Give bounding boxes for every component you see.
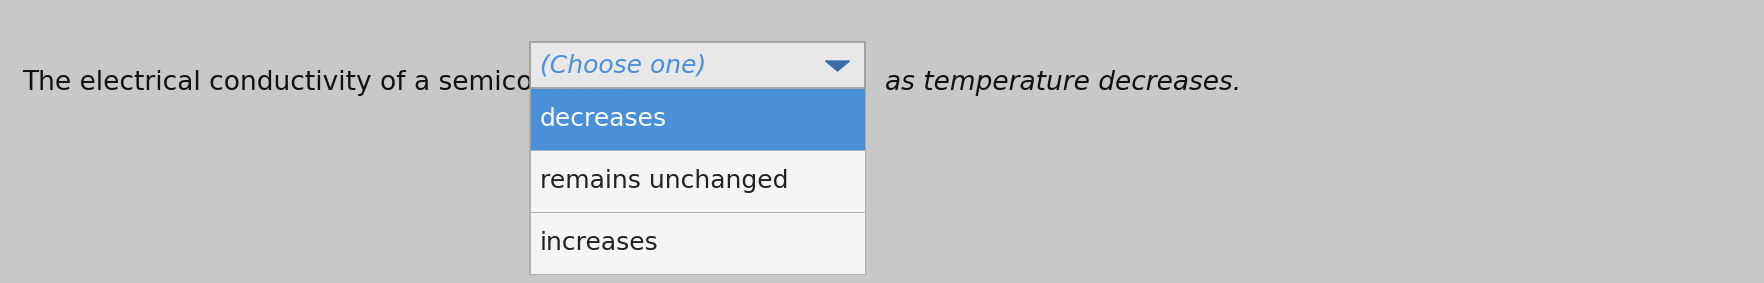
FancyBboxPatch shape	[529, 150, 864, 212]
Text: (Choose one): (Choose one)	[540, 53, 706, 77]
Text: as temperature decreases.: as temperature decreases.	[884, 70, 1240, 96]
Text: remains unchanged: remains unchanged	[540, 169, 789, 193]
FancyBboxPatch shape	[529, 42, 864, 88]
Polygon shape	[826, 61, 848, 71]
Text: increases: increases	[540, 231, 658, 255]
FancyBboxPatch shape	[529, 88, 864, 274]
Text: decreases: decreases	[540, 107, 667, 131]
Text: The electrical conductivity of a semiconductor: The electrical conductivity of a semicon…	[21, 70, 635, 96]
FancyBboxPatch shape	[529, 88, 864, 150]
FancyBboxPatch shape	[529, 212, 864, 274]
